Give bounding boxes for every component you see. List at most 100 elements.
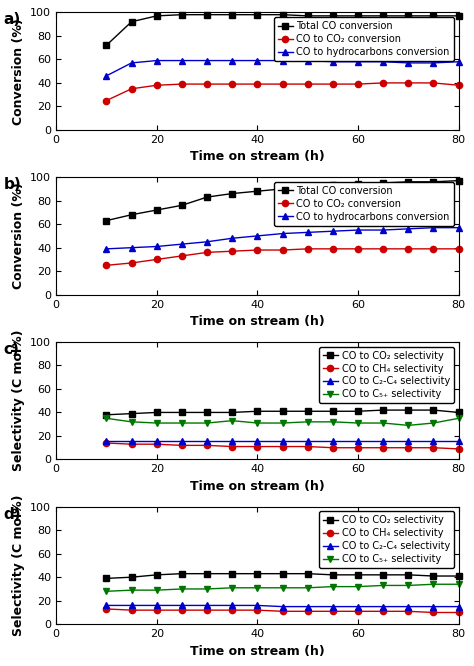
CO to CO₂ conversion [255,80,260,88]
Total CO conversion [405,178,411,186]
CO to hydrocarbons conversion [229,234,235,242]
CO to CH₄ selectivity [280,607,285,615]
Line: CO to CO₂ conversion: CO to CO₂ conversion [103,246,462,268]
CO to CH₄ selectivity [204,606,210,614]
CO to CO₂ selectivity [103,574,109,582]
CO to CO₂ conversion [456,245,462,253]
CO to CO₂ conversion [204,80,210,88]
CO to CO₂ selectivity [129,573,135,581]
CO to CO₂ conversion [103,97,109,105]
CO to hydrocarbons conversion [405,225,411,233]
CO to hydrocarbons conversion [330,58,336,66]
Total CO conversion [456,12,462,20]
CO to C₂-C₄ selectivity [154,437,160,445]
CO to C₂-C₄ selectivity [179,437,185,445]
Line: CO to CH₄ selectivity: CO to CH₄ selectivity [103,440,462,452]
CO to C₅₊ selectivity [154,419,160,427]
CO to CO₂ conversion [355,245,361,253]
CO to hydrocarbons conversion [355,58,361,66]
CO to CO₂ conversion [355,80,361,88]
Line: CO to CO₂ conversion: CO to CO₂ conversion [103,80,462,104]
Total CO conversion [456,176,462,184]
Total CO conversion [229,190,235,198]
CO to C₅₊ selectivity [204,419,210,427]
CO to CO₂ selectivity [430,406,436,414]
Total CO conversion [430,12,436,20]
CO to CH₄ selectivity [456,445,462,453]
CO to C₂-C₄ selectivity [305,603,310,611]
CO to CO₂ conversion [305,80,310,88]
CO to C₂-C₄ selectivity [430,437,436,445]
CO to CO₂ conversion [405,79,411,87]
CO to CH₄ selectivity [380,444,386,452]
Total CO conversion [280,185,285,193]
CO to CH₄ selectivity [229,606,235,614]
CO to C₅₊ selectivity [179,419,185,427]
CO to CO₂ selectivity [229,569,235,577]
CO to CO₂ conversion [405,245,411,253]
CO to CH₄ selectivity [456,609,462,617]
CO to CO₂ conversion [456,81,462,89]
Line: CO to CH₄ selectivity: CO to CH₄ selectivity [103,606,462,615]
CO to CO₂ selectivity [154,571,160,579]
Total CO conversion [255,187,260,195]
Text: a): a) [4,13,21,27]
CO to hydrocarbons conversion [380,226,386,234]
CO to CO₂ conversion [229,80,235,88]
CO to CO₂ selectivity [355,571,361,579]
CO to CH₄ selectivity [255,442,260,450]
Total CO conversion [255,11,260,19]
Legend: CO to CO₂ selectivity, CO to CH₄ selectivity, CO to C₂-C₄ selectivity, CO to C₅₊: CO to CO₂ selectivity, CO to CH₄ selecti… [319,347,454,403]
CO to CO₂ selectivity [305,569,310,577]
Line: Total CO conversion: Total CO conversion [103,178,462,224]
CO to hydrocarbons conversion [255,57,260,65]
CO to CH₄ selectivity [103,439,109,447]
CO to CH₄ selectivity [179,442,185,450]
CO to C₅₊ selectivity [103,414,109,422]
CO to CH₄ selectivity [305,607,310,615]
Total CO conversion [430,178,436,186]
Total CO conversion [154,12,160,20]
CO to CH₄ selectivity [255,606,260,614]
CO to C₅₊ selectivity [280,419,285,427]
Total CO conversion [129,210,135,218]
Text: c): c) [4,342,19,357]
CO to C₅₊ selectivity [305,584,310,592]
Total CO conversion [103,216,109,224]
CO to hydrocarbons conversion [204,238,210,246]
CO to CH₄ selectivity [405,607,411,615]
CO to C₅₊ selectivity [255,584,260,592]
CO to hydrocarbons conversion [456,224,462,232]
CO to C₅₊ selectivity [380,581,386,589]
CO to C₂-C₄ selectivity [330,603,336,611]
CO to CO₂ conversion [103,261,109,269]
CO to C₂-C₄ selectivity [280,437,285,445]
CO to hydrocarbons conversion [129,59,135,67]
CO to C₂-C₄ selectivity [305,437,310,445]
CO to C₂-C₄ selectivity [229,437,235,445]
CO to CO₂ selectivity [129,410,135,418]
Line: CO to CO₂ selectivity: CO to CO₂ selectivity [103,407,462,418]
CO to CH₄ selectivity [380,607,386,615]
Line: CO to C₂-C₄ selectivity: CO to C₂-C₄ selectivity [103,438,462,444]
CO to C₅₊ selectivity [355,419,361,427]
CO to CH₄ selectivity [103,605,109,613]
CO to C₅₊ selectivity [330,583,336,591]
CO to CO₂ selectivity [456,408,462,416]
CO to CO₂ conversion [430,245,436,253]
CO to hydrocarbons conversion [380,58,386,66]
CO to hydrocarbons conversion [103,72,109,80]
CO to hydrocarbons conversion [179,57,185,65]
CO to CH₄ selectivity [355,444,361,452]
CO to CO₂ conversion [179,80,185,88]
CO to hydrocarbons conversion [305,228,310,236]
Total CO conversion [330,181,336,189]
CO to CO₂ selectivity [456,572,462,580]
CO to C₂-C₄ selectivity [179,601,185,609]
CO to C₂-C₄ selectivity [405,437,411,445]
CO to C₅₊ selectivity [430,580,436,588]
Total CO conversion [129,18,135,26]
CO to C₂-C₄ selectivity [380,603,386,611]
Line: CO to C₂-C₄ selectivity: CO to C₂-C₄ selectivity [103,602,462,610]
CO to C₂-C₄ selectivity [129,601,135,609]
